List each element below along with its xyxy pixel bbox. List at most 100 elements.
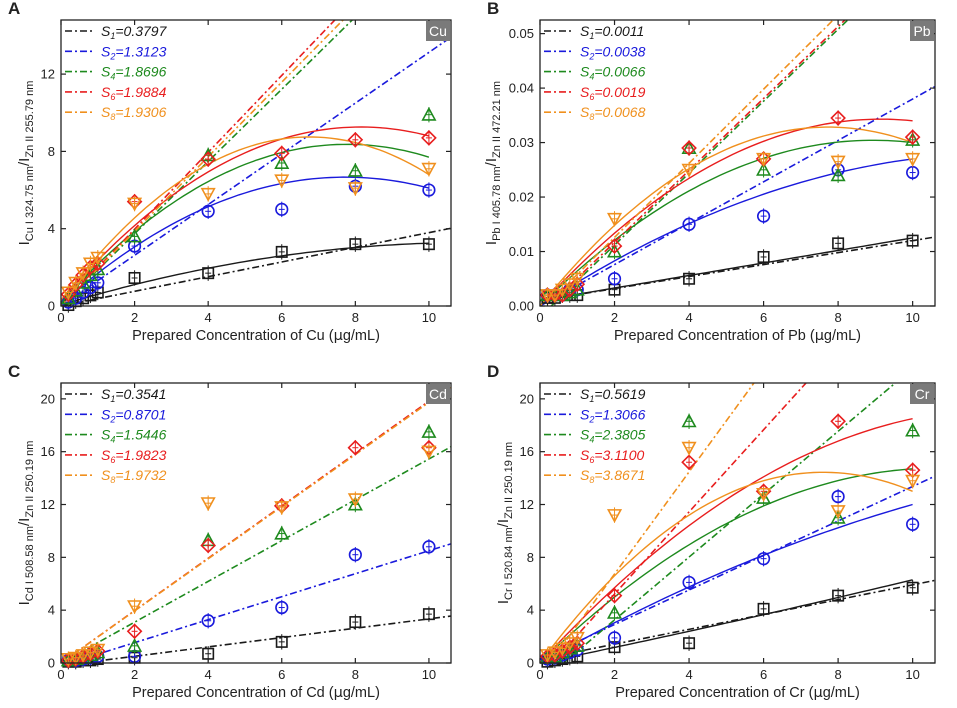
panel-letter-b: B (487, 0, 499, 18)
legend-label-c-s2: S2=0.8701 (101, 406, 166, 424)
poly-fit-b-s8 (540, 126, 913, 306)
poly-fit-d-s1 (540, 579, 913, 663)
linear-fit-b-s8 (544, 20, 835, 306)
fit-lines-b (540, 20, 935, 306)
linear-fit-d-s4 (562, 383, 897, 663)
x-tick-label-b-2: 2 (611, 310, 618, 325)
y-tick-label-b-0.04: 0.04 (509, 81, 534, 96)
linear-fit-b-s6 (547, 20, 847, 306)
y-tick-label-d-20: 20 (520, 391, 534, 406)
legend-label-a-s6: S6=1.9884 (101, 84, 167, 102)
x-tick-label-c-2: 2 (131, 667, 138, 682)
linear-fit-c-s2 (66, 543, 451, 663)
fit-lines-c (61, 384, 451, 663)
panel-c: C 0 2 4 6 8 10 0 4 8 12 16 20 Prepared Concentration … (8, 362, 452, 701)
legend-label-a-s1: S1=0.3797 (101, 23, 168, 41)
series-d-s8 (539, 440, 921, 663)
x-tick-label-a-4: 4 (205, 310, 212, 325)
legend-label-a-s2: S2=1.3123 (101, 43, 167, 61)
y-tick-label-c-12: 12 (41, 497, 55, 512)
linear-fit-a-s1 (61, 227, 451, 306)
y-tick-label-d-16: 16 (520, 444, 534, 459)
y-tick-label-d-8: 8 (527, 550, 534, 565)
element-tag-bg-c (426, 384, 450, 404)
poly-fit-a-s8 (61, 136, 430, 301)
x-tick-label-c-0: 0 (57, 667, 64, 682)
plot-frame-a (60, 19, 452, 307)
linear-fit-a-s4 (61, 20, 354, 306)
poly-fit-d-s6 (540, 418, 913, 663)
fit-lines-d (540, 383, 935, 663)
x-axis-label-d: Prepared Concentration of Cr (μg/mL) (615, 685, 860, 701)
x-tick-label-c-8: 8 (352, 667, 359, 682)
series-d-s2 (540, 488, 920, 667)
poly-fit-d-s8 (540, 471, 913, 663)
poly-fit-a-s1 (61, 242, 429, 306)
series-d-s1 (541, 580, 919, 670)
x-tick-label-c-4: 4 (205, 667, 212, 682)
y-tick-label-c-16: 16 (41, 444, 55, 459)
y-tick-label-b-0: 0.00 (509, 299, 534, 314)
y-tick-label-c-20: 20 (41, 391, 55, 406)
element-tag-bg-b (910, 21, 934, 41)
x-tick-label-d-6: 6 (760, 667, 767, 682)
element-tag-c: Cd (429, 386, 447, 402)
x-axis-label-b: Prepared Concentration of Pb (μg/mL) (614, 328, 861, 344)
x-tick-label-a-10: 10 (422, 310, 436, 325)
legend-label-b-s1: S1=0.0011 (580, 23, 644, 41)
series-b-s2 (540, 162, 920, 303)
series-c-s1 (62, 606, 435, 670)
linear-fit-b-s4 (550, 20, 849, 306)
x-tick-label-d-4: 4 (685, 667, 692, 682)
y-axis-label-d: ICr I 520.84 nm/IZn II 250.19 nm (495, 442, 515, 604)
plot-frame-c (60, 382, 452, 664)
plot-frame-d (539, 382, 936, 664)
y-tick-label-d-12: 12 (520, 497, 534, 512)
element-tag-bg-a (426, 21, 450, 41)
y-tick-label-c-0: 0 (48, 656, 55, 671)
legend-label-d-s4: S4=2.3805 (580, 427, 646, 445)
x-tick-label-d-2: 2 (611, 667, 618, 682)
element-tag-b: Pb (913, 23, 930, 39)
y-tick-label-d-0: 0 (527, 656, 534, 671)
x-tick-label-a-2: 2 (131, 310, 138, 325)
poly-fit-a-s6 (61, 126, 430, 301)
legend-label-a-s8: S8=1.9306 (101, 104, 167, 122)
poly-fit-a-s4 (61, 143, 430, 303)
x-axis-label-a: Prepared Concentration of Cu (μg/mL) (132, 328, 380, 344)
plot-frame-b (539, 19, 936, 307)
series-a-s6 (60, 130, 437, 303)
linear-fit-a-s2 (61, 36, 451, 306)
series-c-s8 (60, 443, 437, 667)
legend-label-c-s1: S1=0.3541 (101, 386, 166, 404)
legend-label-c-s6: S6=1.9823 (101, 447, 167, 465)
element-tag-d: Cr (915, 386, 930, 402)
linear-fit-a-s6 (61, 20, 336, 306)
panel-letter-d: D (487, 362, 499, 381)
legend-label-c-s8: S8=1.9732 (101, 467, 167, 485)
y-tick-label-b-0.01: 0.01 (509, 244, 534, 259)
legend-label-d-s8: S8=3.8671 (580, 467, 645, 485)
y-tick-label-b-0.05: 0.05 (509, 26, 534, 41)
x-tick-label-c-6: 6 (278, 667, 285, 682)
y-tick-label-a-4: 4 (48, 221, 55, 236)
poly-fit-d-s2 (540, 503, 913, 663)
y-axis-label-b: IPb I 405.78 nm/IZn II 472.21 nm (483, 81, 503, 245)
panel-letter-c: C (8, 362, 20, 381)
linear-fit-c-s8 (61, 386, 451, 663)
series-b-s8 (539, 151, 921, 303)
legend-label-b-s4: S4=0.0066 (580, 64, 646, 82)
legend-label-d-s1: S1=0.5619 (580, 386, 646, 404)
poly-fit-b-s1 (540, 237, 913, 302)
element-tag-a: Cu (429, 23, 447, 39)
panel-d: D 0 2 4 6 8 10 0 4 8 12 16 20 Prepared Concentration … (487, 362, 936, 701)
series-a-s8 (60, 161, 437, 301)
poly-fit-b-s2 (540, 158, 913, 306)
poly-fit-b-s4 (540, 139, 913, 306)
y-tick-label-a-12: 12 (41, 67, 55, 82)
panel-letter-a: A (8, 0, 20, 18)
element-tag-bg-d (910, 384, 934, 404)
x-tick-label-b-4: 4 (685, 310, 692, 325)
y-tick-label-c-4: 4 (48, 603, 55, 618)
panel-a: A 0 2 4 6 8 10 0 4 8 12 Prepared Concentration of C… (8, 0, 452, 344)
